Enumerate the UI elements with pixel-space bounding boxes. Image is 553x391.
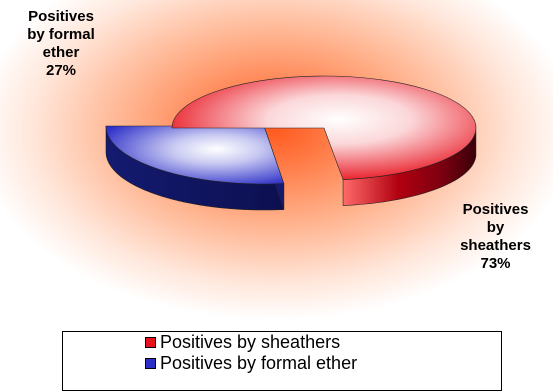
data-label-sheathers: Positives by sheathers 73% bbox=[460, 201, 531, 272]
legend-swatch-sheathers bbox=[145, 337, 156, 348]
pie-slice-formal-ether bbox=[105, 125, 285, 185]
legend-item-sheathers: Positives by sheathers bbox=[145, 332, 501, 353]
pie-slices bbox=[105, 75, 477, 211]
legend-swatch-formal-ether bbox=[145, 358, 156, 369]
legend-item-formal-ether: Positives by formal ether bbox=[145, 353, 501, 374]
pie-chart bbox=[105, 75, 477, 211]
legend-label-formal-ether: Positives by formal ether bbox=[160, 353, 358, 373]
data-label-formal-ether: Positives by formal ether 27% bbox=[27, 8, 95, 79]
legend: Positives by sheathers Positives by form… bbox=[62, 331, 502, 391]
legend-label-sheathers: Positives by sheathers bbox=[160, 332, 341, 352]
pie-slice-sheathers bbox=[171, 75, 477, 180]
